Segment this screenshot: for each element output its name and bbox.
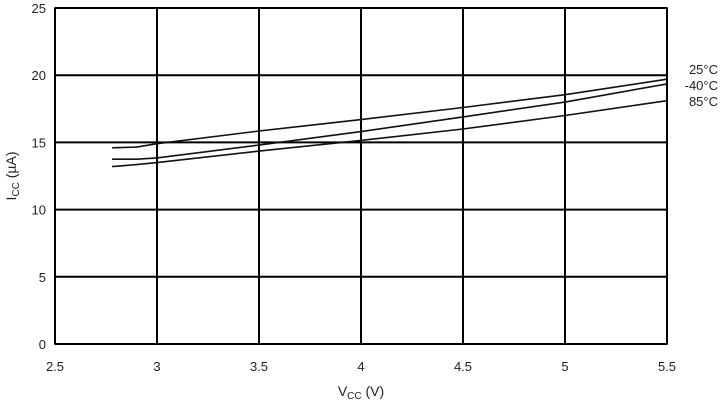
y-tick-label: 5 [39, 270, 46, 285]
x-tick-label: 5 [561, 359, 568, 374]
x-axis-title-sub: CC [347, 391, 361, 402]
series-lines [112, 78, 668, 168]
y-tick-label: 15 [32, 135, 46, 150]
series-label-0: 25°C [689, 62, 718, 77]
series-line-0 [112, 78, 668, 149]
y-axis-title-main: I [3, 197, 19, 201]
y-tick-label: 10 [32, 203, 46, 218]
y-tick-labels: 0 5 10 15 20 25 [32, 1, 46, 352]
y-axis-title: ICC (µA) [3, 152, 22, 201]
y-axis-title-sub: CC [11, 182, 22, 196]
x-tick-label: 3 [153, 359, 160, 374]
plot-frame [54, 7, 668, 345]
x-tick-label: 4.5 [454, 359, 472, 374]
series-line-2 [112, 99, 668, 168]
x-tick-label: 5.5 [658, 359, 676, 374]
x-tick-label: 3.5 [250, 359, 268, 374]
y-axis-title-unit: (µA) [3, 152, 19, 183]
series-label-1: -40°C [685, 78, 718, 93]
x-tick-labels: 2.5 3 3.5 4 4.5 5 5.5 [46, 359, 676, 374]
x-axis-title: VCC (V) [338, 383, 384, 402]
y-tick-label: 25 [32, 1, 46, 16]
grid-lines [54, 7, 668, 345]
x-axis-title-unit: (V) [362, 383, 385, 399]
series-line-1 [112, 83, 668, 160]
y-tick-label: 20 [32, 68, 46, 83]
x-axis-title-main: V [338, 383, 348, 399]
series-label-2: 85°C [689, 94, 718, 109]
series-labels: 25°C-40°C85°C [685, 62, 718, 109]
x-tick-label: 4 [357, 359, 364, 374]
x-tick-label: 2.5 [46, 359, 64, 374]
y-tick-label: 0 [39, 337, 46, 352]
